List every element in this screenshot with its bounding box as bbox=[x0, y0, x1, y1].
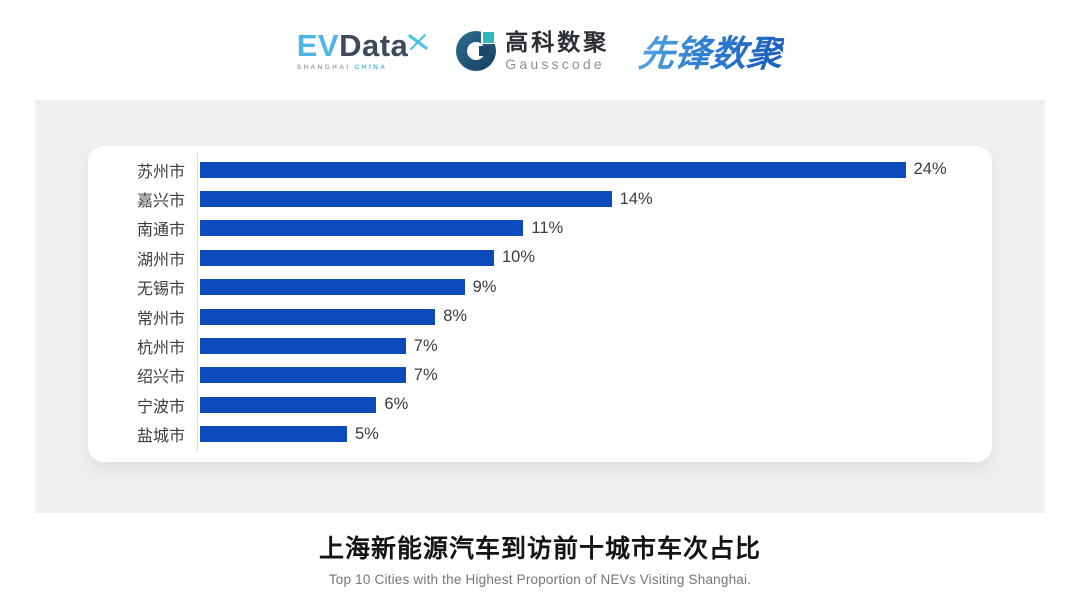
category-label: 南通市 bbox=[136, 222, 185, 240]
evdata-ev-text: EV bbox=[296, 28, 340, 64]
bar-row: 盐城市 5% bbox=[88, 420, 968, 449]
bar-row: 无锡市 9% bbox=[88, 273, 968, 302]
value-label: 14% bbox=[619, 189, 653, 208]
evdata-tagline: SHANGHAI CHINA bbox=[297, 65, 409, 72]
category-label: 杭州市 bbox=[136, 340, 185, 358]
gausscode-en-text: Gausscode bbox=[505, 56, 605, 72]
bar-track: 7% bbox=[197, 337, 968, 356]
value-label: 8% bbox=[443, 307, 468, 326]
page-subtitle: Top 10 Cities with the Highest Proportio… bbox=[328, 572, 752, 587]
value-label: 9% bbox=[472, 277, 497, 296]
value-label: 7% bbox=[413, 336, 438, 355]
y-axis-line bbox=[197, 152, 198, 452]
bar-row: 常州市 8% bbox=[88, 302, 968, 331]
category-label: 宁波市 bbox=[136, 398, 185, 416]
bar-row: 苏州市 24% bbox=[88, 155, 968, 184]
bar-track: 11% bbox=[197, 219, 968, 238]
value-label: 7% bbox=[413, 365, 438, 384]
bar-track: 8% bbox=[197, 307, 968, 326]
gausscode-logo: 高科数聚 Gausscode bbox=[456, 29, 610, 72]
bar-track: 5% bbox=[197, 425, 968, 444]
evdata-logo: EVData SHANGHAI CHINA bbox=[296, 28, 428, 72]
bar bbox=[200, 161, 906, 178]
value-label: 24% bbox=[913, 160, 947, 179]
bar-row: 宁波市 6% bbox=[88, 390, 968, 419]
bar bbox=[200, 279, 465, 296]
bar bbox=[200, 191, 612, 208]
bar-row: 杭州市 7% bbox=[88, 331, 968, 360]
logo-bar: EVData SHANGHAI CHINA 高科数聚 Gausscode 先锋 bbox=[0, 20, 1080, 82]
bar bbox=[200, 220, 524, 237]
bar bbox=[200, 426, 347, 443]
bar-row: 南通市 11% bbox=[88, 214, 968, 243]
evdata-tagline-china: CHINA bbox=[354, 64, 388, 72]
chart-card: 苏州市 24% 嘉兴市 14% 南通市 11% 湖州市 10% 无锡市 9% bbox=[88, 146, 992, 462]
category-label: 绍兴市 bbox=[136, 369, 185, 387]
gausscode-g-icon bbox=[456, 30, 498, 71]
footer: 上海新能源汽车到访前十城市车次占比 Top 10 Cities with the… bbox=[0, 529, 1080, 587]
bar-track: 9% bbox=[197, 278, 968, 297]
evdata-data-text: Data bbox=[339, 28, 409, 64]
gausscode-cn-text: 高科数聚 bbox=[505, 29, 610, 55]
bar-track: 14% bbox=[197, 190, 968, 209]
category-label: 嘉兴市 bbox=[136, 193, 185, 211]
bar-track: 24% bbox=[197, 160, 968, 179]
value-label: 6% bbox=[384, 395, 409, 414]
category-label: 湖州市 bbox=[136, 251, 185, 269]
bar bbox=[200, 396, 377, 413]
category-label: 苏州市 bbox=[136, 163, 185, 181]
category-label: 常州市 bbox=[136, 310, 185, 328]
bar bbox=[200, 308, 436, 325]
evdata-sparkle-icon bbox=[408, 26, 428, 51]
page-title: 上海新能源汽车到访前十城市车次占比 bbox=[318, 535, 761, 563]
bar bbox=[200, 367, 406, 384]
bar-row: 嘉兴市 14% bbox=[88, 184, 968, 213]
category-label: 无锡市 bbox=[136, 281, 185, 299]
bar bbox=[200, 338, 406, 355]
bar bbox=[200, 249, 494, 266]
bar-row: 绍兴市 7% bbox=[88, 361, 968, 390]
value-label: 10% bbox=[502, 248, 536, 267]
bar-chart: 苏州市 24% 嘉兴市 14% 南通市 11% 湖州市 10% 无锡市 9% bbox=[88, 155, 968, 449]
value-label: 11% bbox=[531, 218, 564, 237]
category-label: 盐城市 bbox=[136, 428, 185, 446]
bar-track: 10% bbox=[197, 248, 968, 267]
bar-track: 6% bbox=[197, 395, 968, 414]
chart-panel: 苏州市 24% 嘉兴市 14% 南通市 11% 湖州市 10% 无锡市 9% bbox=[35, 100, 1045, 513]
bar-row: 湖州市 10% bbox=[88, 243, 968, 272]
evdata-tagline-shanghai: SHANGHAI bbox=[296, 64, 351, 72]
value-label: 5% bbox=[355, 424, 379, 443]
evdata-wordmark: EVData bbox=[296, 28, 428, 64]
bar-track: 7% bbox=[197, 366, 968, 385]
pioneer-logo: 先锋数聚 bbox=[637, 25, 786, 77]
